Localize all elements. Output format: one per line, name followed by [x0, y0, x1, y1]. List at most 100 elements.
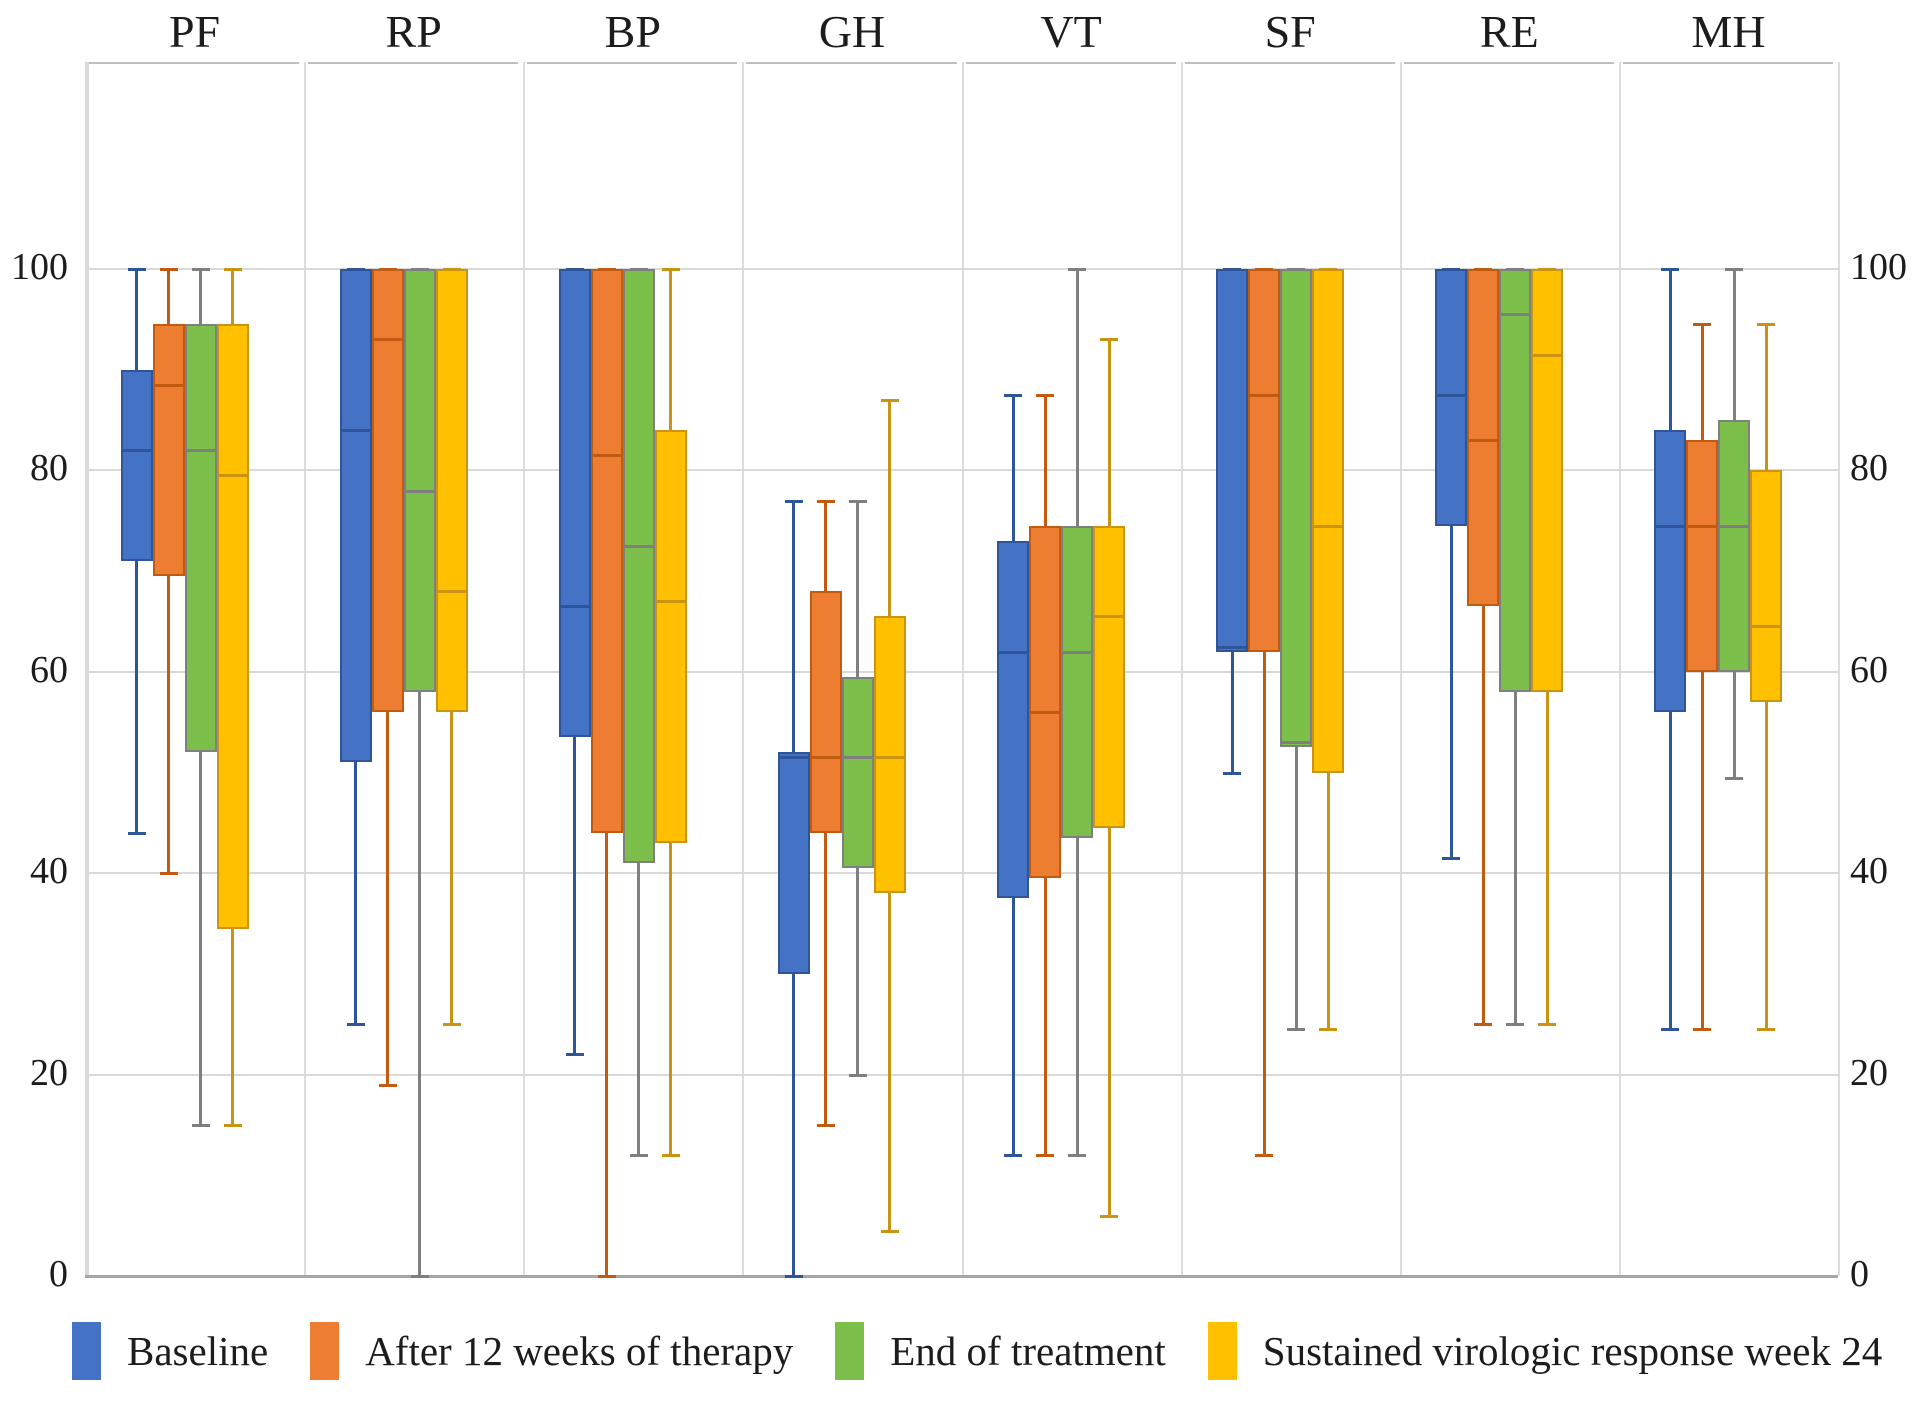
median-MH-end	[1720, 524, 1749, 528]
box-VT-baseline	[997, 540, 1030, 899]
box-RP-end	[403, 269, 436, 692]
whisker-cap-low-GH-after	[816, 1123, 835, 1127]
box-GH-end	[841, 676, 874, 869]
whisker-cap-low-PF-after	[159, 872, 178, 876]
whisker-cap-high-PF-sustained	[223, 268, 242, 271]
y-tick-left-20: 20	[30, 1051, 68, 1094]
panel-top-border	[1403, 62, 1614, 64]
whisker-cap-low-BP-sustained	[661, 1154, 680, 1158]
median-VT-end	[1063, 650, 1092, 654]
y-tick-left-60: 60	[30, 648, 68, 691]
whisker-cap-low-RP-end	[410, 1275, 429, 1278]
median-RE-after	[1469, 439, 1498, 443]
legend-label-2: End of treatment	[890, 1328, 1166, 1374]
whisker-cap-low-MH-end	[1725, 776, 1744, 780]
panel-top-border	[308, 62, 519, 64]
median-MH-baseline	[1656, 524, 1685, 528]
legend-item-2: End of treatment	[835, 1322, 1166, 1380]
legend-item-0: Baseline	[72, 1322, 268, 1380]
whisker-cap-high-MH-baseline	[1661, 268, 1680, 271]
y-tick-right-0: 0	[1850, 1253, 1869, 1295]
median-BP-sustained	[656, 600, 685, 604]
median-RE-sustained	[1533, 353, 1562, 357]
whisker-cap-low-SF-sustained	[1319, 1028, 1338, 1032]
whisker-cap-low-SF-after	[1255, 1154, 1274, 1158]
median-VT-baseline	[999, 650, 1028, 654]
panel-top-border	[89, 62, 300, 64]
whisker-cap-high-MH-after	[1693, 323, 1712, 327]
panel-separator	[1180, 62, 1183, 1276]
box-BP-sustained	[654, 430, 687, 843]
legend: Baseline After 12 weeks of therapy End of …	[0, 1312, 1913, 1390]
whisker-cap-low-GH-end	[848, 1073, 867, 1077]
median-RP-sustained	[437, 590, 466, 594]
whisker-SF-after	[1262, 269, 1266, 1156]
category-label-RP: RP	[385, 6, 442, 57]
median-SF-sustained	[1314, 524, 1343, 528]
category-label-VT: VT	[1040, 6, 1102, 57]
box-MH-sustained	[1750, 470, 1783, 702]
median-RP-end	[405, 489, 434, 493]
whisker-cap-high-MH-sustained	[1757, 323, 1776, 327]
whisker-RE-baseline	[1449, 269, 1453, 859]
panel-separator	[742, 62, 745, 1276]
box-GH-sustained	[873, 616, 906, 894]
plot-right-border	[1838, 62, 1840, 1276]
box-PF-after	[152, 324, 185, 577]
median-BP-end	[624, 544, 653, 548]
whisker-cap-high-MH-end	[1725, 268, 1744, 271]
box-VT-sustained	[1093, 525, 1126, 828]
y-axis-line	[85, 62, 89, 1276]
whisker-cap-high-VT-baseline	[1004, 393, 1023, 397]
whisker-cap-low-BP-baseline	[565, 1053, 584, 1057]
whisker-cap-high-GH-baseline	[784, 499, 803, 503]
whisker-cap-high-VT-after	[1036, 393, 1055, 397]
legend-swatch-2	[835, 1322, 865, 1380]
whisker-cap-low-RP-after	[378, 1083, 397, 1087]
whisker-cap-low-BP-end	[629, 1154, 648, 1158]
box-SF-after	[1248, 269, 1281, 652]
whisker-cap-low-MH-after	[1693, 1028, 1712, 1032]
panel-top-border	[965, 62, 1176, 64]
median-BP-baseline	[560, 605, 589, 609]
legend-item-3: Sustained virologic response week 24	[1207, 1322, 1883, 1380]
whisker-cap-low-MH-sustained	[1757, 1028, 1776, 1032]
whisker-cap-low-PF-sustained	[223, 1123, 242, 1127]
whisker-cap-low-RP-baseline	[346, 1023, 365, 1027]
category-label-GH: GH	[818, 6, 886, 57]
whisker-cap-high-GH-after	[816, 499, 835, 503]
whisker-cap-high-PF-end	[191, 268, 210, 271]
whisker-cap-low-VT-after	[1036, 1154, 1055, 1158]
legend-swatch-1	[310, 1322, 340, 1380]
median-RE-baseline	[1437, 393, 1466, 397]
legend-label-3: Sustained virologic response week 24	[1262, 1328, 1883, 1374]
category-label-RE: RE	[1479, 6, 1539, 57]
whisker-cap-high-BP-sustained	[661, 268, 680, 271]
whisker-cap-low-RP-sustained	[442, 1023, 461, 1027]
legend-swatch-0	[72, 1322, 101, 1380]
gridline-20	[89, 1073, 1838, 1076]
gridline-60	[89, 670, 1838, 673]
whisker-RE-after	[1481, 269, 1485, 1025]
y-tick-left-0: 0	[49, 1253, 68, 1295]
y-tick-left-40: 40	[30, 850, 68, 893]
box-BP-end	[622, 269, 655, 864]
box-RE-baseline	[1435, 269, 1468, 526]
whisker-cap-low-SF-baseline	[1223, 771, 1242, 775]
whisker-cap-low-BP-after	[597, 1275, 616, 1278]
box-RE-end	[1499, 269, 1532, 692]
y-tick-right-100: 100	[1850, 246, 1907, 288]
y-tick-right-80: 80	[1850, 447, 1888, 490]
median-MH-after	[1688, 524, 1717, 528]
panel-separator	[961, 62, 964, 1276]
median-GH-baseline	[779, 756, 808, 760]
median-PF-sustained	[218, 474, 247, 478]
box-PF-sustained	[216, 324, 249, 929]
whisker-cap-low-MH-baseline	[1661, 1028, 1680, 1032]
median-BP-after	[592, 454, 621, 458]
median-SF-after	[1250, 393, 1279, 397]
whisker-RP-end	[418, 269, 422, 1276]
y-tick-right-20: 20	[1850, 1051, 1888, 1094]
legend-swatch-3	[1207, 1322, 1237, 1380]
